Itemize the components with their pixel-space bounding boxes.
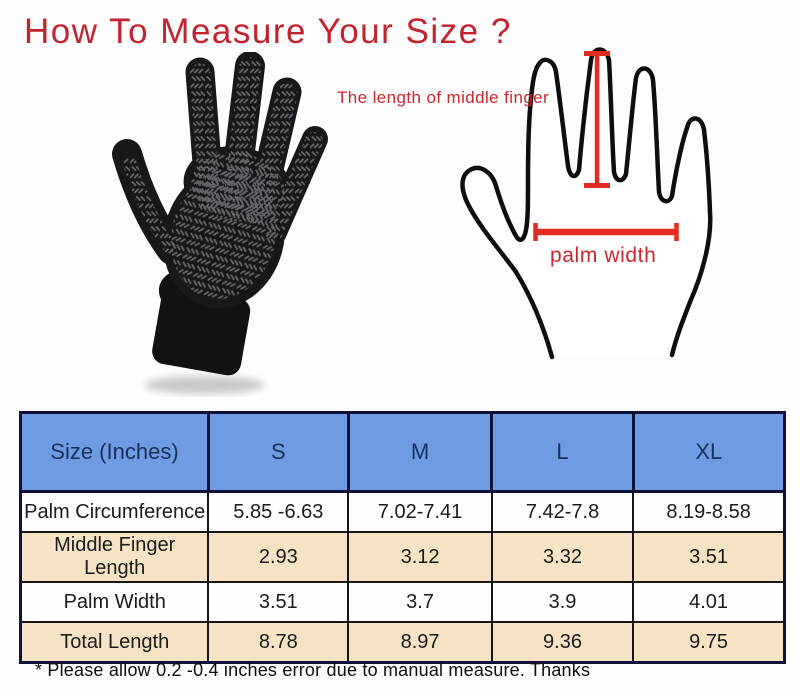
- hand-outline: [460, 47, 713, 360]
- size-cell: 7.42-7.8: [490, 490, 635, 533]
- row-label: Palm Circumference: [19, 490, 210, 533]
- size-cell: 2.93: [207, 531, 350, 583]
- hand-diagram: [460, 47, 713, 360]
- middle-finger-measure-line: [584, 51, 610, 188]
- table-row-palm-width: Palm Width 3.51 3.7 3.9 4.01: [19, 581, 786, 623]
- size-cell: 4.01: [632, 581, 786, 623]
- size-cell: 7.02-7.41: [347, 490, 493, 533]
- size-table-header-row: Size (Inches) S M L XL: [19, 411, 787, 493]
- size-cell: 3.32: [490, 531, 635, 583]
- glove-photo: [112, 52, 328, 394]
- size-cell: 8.78: [207, 621, 350, 664]
- size-cell: 9.75: [632, 621, 786, 664]
- glove-grip-texture: [123, 57, 323, 300]
- size-cell: 3.9: [490, 581, 635, 623]
- table-row-total-length: Total Length 8.78 8.97 9.36 9.75: [19, 621, 786, 664]
- header-size-inches: Size (Inches): [19, 411, 210, 493]
- glove-shadow: [145, 376, 265, 394]
- size-cell: 9.36: [490, 621, 635, 664]
- size-cell: 3.12: [347, 531, 493, 583]
- palm-width-measure-line: [533, 223, 679, 241]
- row-label: Total Length: [19, 621, 210, 664]
- size-cell: 8.19-8.58: [632, 490, 786, 533]
- size-cell: 8.97: [347, 621, 493, 664]
- size-cell: 3.51: [207, 581, 350, 623]
- row-label: Middle Finger Length: [19, 531, 210, 583]
- size-cell: 5.85 -6.63: [207, 490, 350, 533]
- middle-finger-label: The length of middle finger: [337, 88, 550, 107]
- palm-width-label: palm width: [550, 244, 657, 267]
- table-row-middle-finger-length: Middle Finger Length 2.93 3.12 3.32 3.51: [19, 531, 786, 583]
- footnote: * Please allow 0.2 -0.4 inches error due…: [35, 660, 591, 680]
- page-title: How To Measure Your Size ?: [24, 12, 512, 51]
- header-size-s: S: [206, 411, 350, 493]
- table-row-palm-circumference: Palm Circumference 5.85 -6.63 7.02-7.41 …: [19, 490, 786, 533]
- size-cell: 3.51: [632, 531, 786, 583]
- header-size-l: L: [490, 411, 635, 493]
- header-size-m: M: [346, 411, 494, 493]
- row-label: Palm Width: [19, 581, 210, 623]
- size-table: Size (Inches) S M L XL Palm Circumferenc…: [19, 411, 787, 664]
- size-cell: 3.7: [347, 581, 493, 623]
- header-size-xl: XL: [631, 411, 787, 493]
